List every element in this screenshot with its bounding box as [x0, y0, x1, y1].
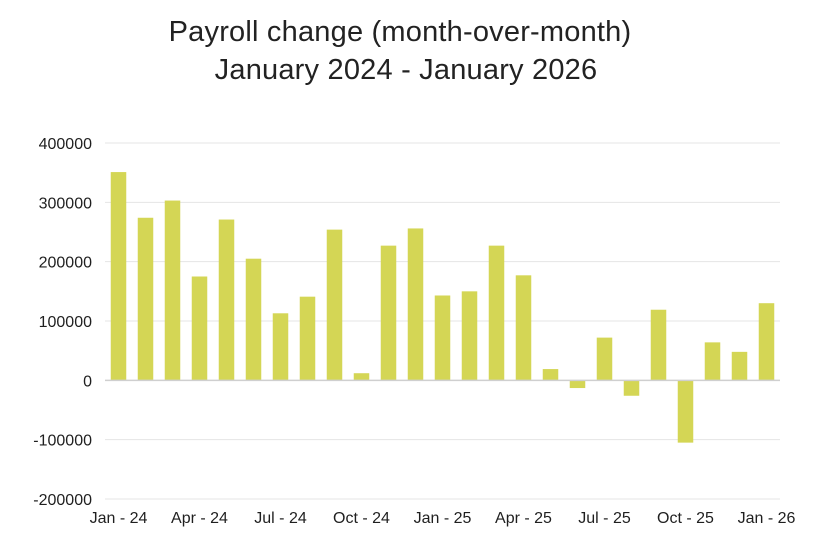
- bar-nov-25: [704, 342, 721, 381]
- bar-mar-25: [488, 245, 505, 381]
- bar-sep-24: [326, 229, 343, 381]
- bar-aug-24: [299, 296, 316, 381]
- bars: [110, 172, 775, 443]
- bar-sep-25: [650, 309, 667, 381]
- y-tick-label: -200000: [33, 492, 92, 509]
- bar-feb-24: [137, 217, 154, 381]
- bar-may-24: [218, 219, 235, 381]
- x-tick-label: Oct - 24: [333, 510, 390, 527]
- bar-mar-24: [164, 200, 181, 381]
- bar-jun-24: [245, 258, 262, 381]
- y-axis-ticks: 400000 300000 200000 100000 0 -100000 -200000: [33, 136, 92, 509]
- x-tick-label: Jul - 25: [578, 510, 631, 527]
- y-tick-label: 300000: [39, 195, 92, 212]
- x-tick-label: Jan - 26: [738, 510, 796, 527]
- bar-jan-24: [110, 172, 127, 381]
- x-tick-label: Jan - 25: [414, 510, 472, 527]
- bar-nov-24: [380, 245, 397, 381]
- x-axis-ticks: Jan - 24 Apr - 24 Jul - 24 Oct - 24 Jan - 25…: [90, 510, 796, 527]
- bar-jan-25: [434, 295, 451, 381]
- bar-apr-24: [191, 276, 208, 381]
- bar-jul-24: [272, 313, 289, 381]
- x-tick-label: Oct - 25: [657, 510, 714, 527]
- y-tick-label: 100000: [39, 314, 92, 331]
- bar-jan-26: [758, 303, 775, 381]
- bar-aug-25: [623, 380, 640, 396]
- bar-oct-25: [677, 380, 694, 443]
- bar-apr-25: [515, 275, 532, 381]
- y-tick-label: -100000: [33, 433, 92, 450]
- bar-feb-25: [461, 291, 478, 381]
- gridlines: [105, 142, 780, 500]
- bar-jul-25: [596, 337, 613, 381]
- bar-may-25: [542, 369, 559, 381]
- bar-jun-25: [569, 380, 586, 389]
- bar-dec-25: [731, 351, 748, 381]
- y-tick-label: 200000: [39, 255, 92, 272]
- x-tick-label: Apr - 25: [495, 510, 552, 527]
- y-tick-label: 0: [83, 373, 92, 390]
- x-tick-label: Jul - 24: [254, 510, 307, 527]
- y-tick-label: 400000: [39, 136, 92, 153]
- x-tick-label: Jan - 24: [90, 510, 148, 527]
- chart-subtitle: January 2024 - January 2026: [214, 54, 598, 86]
- x-tick-label: Apr - 24: [171, 510, 228, 527]
- chart-title: Payroll change (month-over-month): [168, 16, 632, 48]
- bar-dec-24: [407, 228, 424, 381]
- bar-oct-24: [353, 373, 370, 381]
